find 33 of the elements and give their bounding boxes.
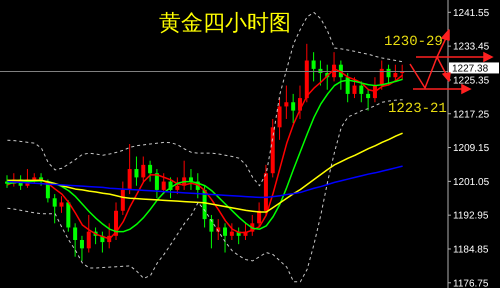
candlestick <box>60 196 64 214</box>
candlestick <box>73 222 78 258</box>
candlestick <box>284 85 288 120</box>
candlestick <box>175 176 180 195</box>
candlestick <box>278 98 282 140</box>
candlestick <box>128 144 132 195</box>
y-tick-label: 1201.05 <box>453 176 490 188</box>
candlestick <box>223 222 228 254</box>
candlestick <box>52 194 57 224</box>
y-tick-label: 1241.55 <box>453 8 490 19</box>
y-tick-label: 1184.85 <box>453 244 489 256</box>
candlestick <box>154 168 159 199</box>
y-tick-label: 1209.15 <box>453 143 490 154</box>
annotation: 1230-29 <box>384 34 443 50</box>
candlestick <box>366 89 370 112</box>
annotation: 1223-21 <box>388 101 447 117</box>
text: 黄金四小时图 <box>158 10 292 38</box>
candlestick <box>312 52 316 82</box>
candlestick <box>80 235 84 262</box>
candlestick <box>291 93 296 124</box>
candlestick <box>352 76 356 99</box>
candlestick <box>120 181 125 216</box>
candlestick <box>134 156 138 186</box>
candlestick <box>148 160 152 182</box>
y-tick-label: 1176.75 <box>453 278 489 288</box>
y-tick-label: 1192.95 <box>453 210 489 222</box>
ref-line-label: 1227.38 <box>452 63 489 74</box>
candlestick <box>32 172 36 184</box>
y-tick-label: 1233.45 <box>453 42 490 53</box>
y-tick-label: 1217.25 <box>453 109 490 120</box>
candlestick <box>141 156 146 182</box>
candlestick <box>209 214 214 249</box>
y-tick-label: 1225.35 <box>453 75 490 86</box>
